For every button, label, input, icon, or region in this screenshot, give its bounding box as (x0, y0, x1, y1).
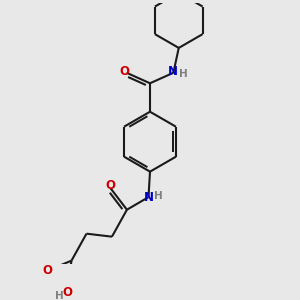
Text: O: O (119, 65, 130, 79)
Text: O: O (43, 264, 53, 277)
Text: O: O (105, 179, 115, 193)
Text: H: H (154, 191, 163, 201)
Text: N: N (144, 191, 154, 204)
Text: H: H (55, 291, 64, 300)
Text: N: N (168, 65, 178, 78)
Text: O: O (63, 286, 73, 299)
Text: H: H (179, 69, 188, 79)
